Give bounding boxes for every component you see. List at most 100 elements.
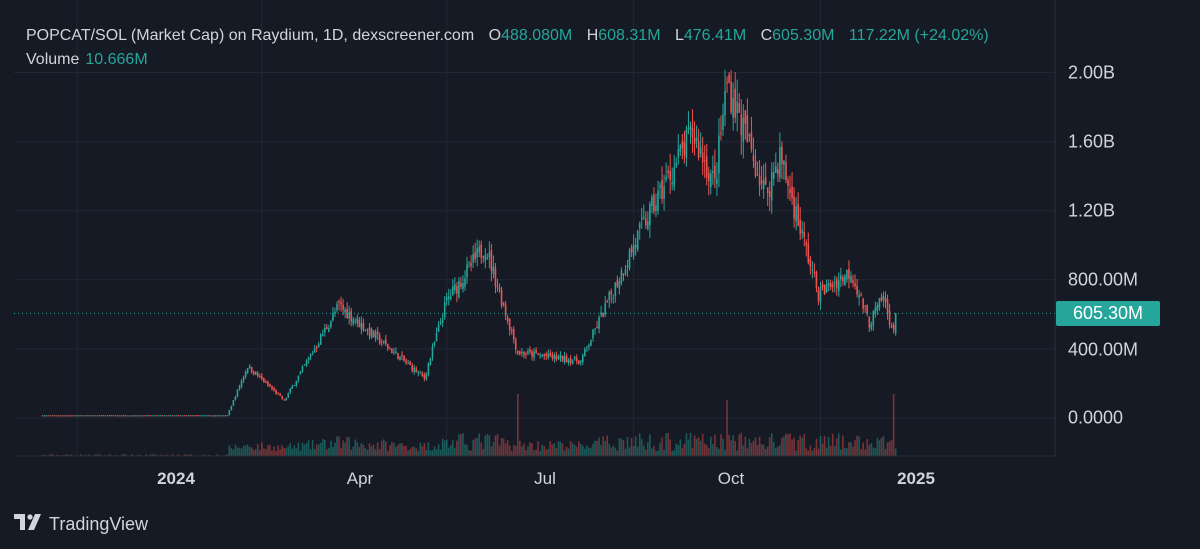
volume-bar [671, 451, 674, 456]
candle-body [431, 346, 434, 358]
volume-bar [271, 450, 273, 456]
candle-body [423, 374, 426, 379]
candle-body [250, 366, 253, 373]
volume-bar [458, 434, 460, 456]
candle-body [293, 385, 296, 387]
candle-body [689, 125, 692, 130]
candle-body [679, 145, 682, 152]
volume-bar [376, 442, 379, 456]
candle-body [864, 305, 866, 307]
candle-body [632, 244, 635, 257]
volume-bar [496, 433, 499, 456]
candle-body [210, 415, 212, 417]
candle-body [153, 415, 155, 417]
candle-body [271, 386, 273, 390]
volume-bar [427, 442, 430, 456]
volume-bar [348, 437, 350, 456]
candle-body [181, 415, 184, 417]
volume-bar [892, 394, 895, 456]
candle-body [94, 415, 97, 417]
candle-body [848, 268, 850, 279]
volume-bar [389, 445, 391, 456]
volume-bar [382, 439, 385, 456]
volume-bar [279, 449, 281, 456]
candle-body [96, 415, 99, 417]
candle-body [328, 327, 330, 332]
volume-bar [228, 445, 231, 456]
candle-body [844, 275, 846, 285]
volume-bar [829, 445, 832, 456]
candle-body [161, 415, 164, 417]
candle-body [594, 328, 596, 330]
volume-bar [114, 454, 117, 456]
candle-body [391, 348, 393, 354]
volume-bar [108, 454, 111, 456]
volume-bar [695, 438, 698, 456]
volume-bar [340, 448, 342, 456]
volume-bar [311, 439, 314, 456]
y-tick-label: 0.0000 [1068, 407, 1124, 428]
chart-grid [14, 0, 1055, 456]
candle-body [742, 117, 745, 142]
volume-bar [844, 447, 846, 456]
candle-body [478, 246, 481, 253]
candle-body [760, 180, 763, 184]
volume-bar [490, 446, 493, 456]
candle-body [108, 415, 111, 417]
candle-body [126, 415, 129, 417]
candle-body [86, 415, 88, 417]
candle-body [360, 322, 363, 329]
volume-bar [498, 445, 501, 456]
candle-body [691, 127, 694, 138]
volume-bar [70, 454, 72, 456]
candle-body [490, 249, 493, 272]
candle-body [191, 415, 194, 417]
candle-body [636, 230, 639, 250]
volume-bar [884, 448, 887, 456]
candle-body [90, 415, 92, 417]
candle-body [756, 174, 759, 176]
candle-body [644, 218, 647, 226]
candle-body [766, 187, 769, 193]
volume-bar [738, 434, 741, 456]
candle-body [710, 173, 712, 187]
volume-bar [49, 454, 52, 456]
candle-body [852, 280, 854, 283]
volume-bar [165, 454, 168, 456]
volume-bar [437, 444, 440, 456]
volume-bar [712, 444, 714, 456]
candle-body [775, 166, 777, 173]
volume-bar [825, 447, 828, 456]
volume-bar [659, 442, 661, 456]
volume-bar [330, 440, 332, 456]
candle-body [92, 415, 95, 417]
volume-bar [356, 441, 359, 456]
volume-bar [870, 443, 873, 456]
volume-bar [419, 442, 422, 456]
volume-bar [840, 449, 842, 456]
volume-bar [124, 454, 127, 456]
tradingview-brand[interactable]: TradingView [14, 514, 148, 535]
candle-body [559, 354, 562, 358]
candle-body [57, 415, 60, 417]
volume-bar [675, 443, 678, 456]
volume-bar [342, 440, 344, 456]
candle-body [157, 415, 160, 417]
volume-bar [259, 449, 261, 456]
volume-bar [561, 443, 564, 456]
volume-bar [630, 438, 633, 456]
candle-body [829, 283, 832, 288]
volume-bar [161, 454, 164, 456]
volume-bar [598, 437, 600, 456]
volume-bar [403, 445, 405, 456]
candle-body [167, 415, 170, 417]
volume-bar [586, 445, 588, 456]
volume-bar [610, 447, 613, 456]
volume-bar [409, 448, 411, 456]
candle-body [687, 127, 690, 130]
candle-body [124, 415, 127, 417]
last-price-tag: 605.30M [1056, 301, 1160, 326]
volume-bar [693, 435, 696, 456]
candle-body [374, 332, 377, 339]
